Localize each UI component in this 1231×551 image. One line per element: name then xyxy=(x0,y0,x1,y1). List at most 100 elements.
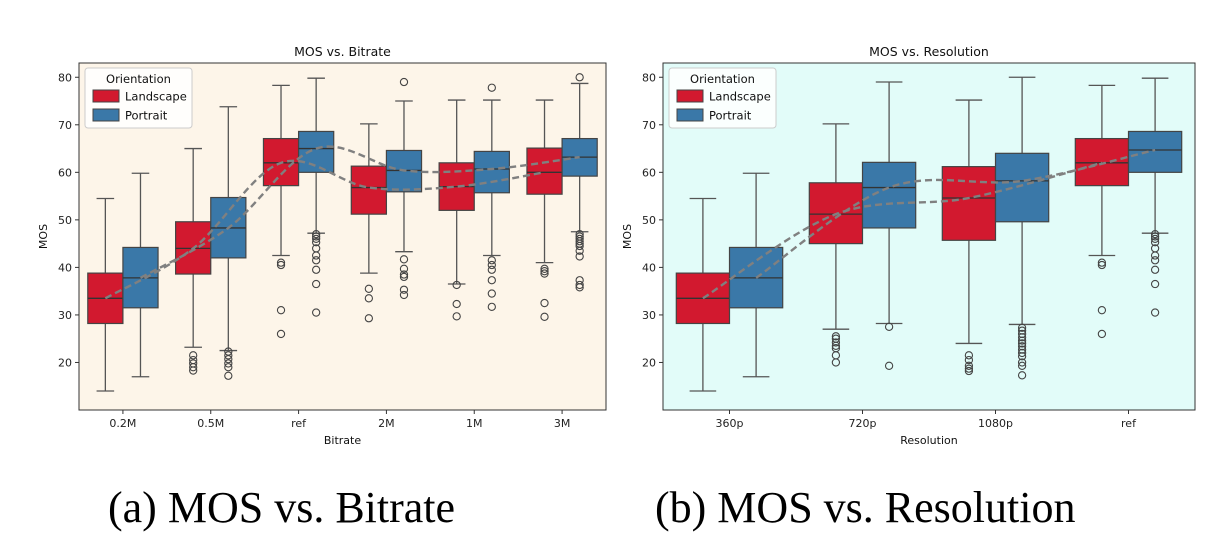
y-tick-label: 50 xyxy=(642,214,656,227)
outlier-point xyxy=(540,267,549,276)
plot-frame xyxy=(78,62,607,411)
chart-bitrate: MOS vs. Bitrate Bitrate MOS 20 30 40 50 60 70 80 0… xyxy=(37,44,607,447)
chart-title: MOS vs. Bitrate xyxy=(294,44,391,59)
outlier-point xyxy=(964,355,974,365)
outlier-point xyxy=(452,312,461,321)
y-tick-label: 40 xyxy=(642,261,656,274)
box-portrait-1080p xyxy=(994,76,1050,380)
outlier-point xyxy=(1017,323,1027,332)
box-landscape-ref xyxy=(1074,84,1130,339)
box-portrait-ref xyxy=(297,77,335,317)
outlier-point xyxy=(224,363,233,372)
x-tick-label: 720p xyxy=(849,417,877,430)
legend-label-landscape: Landscape xyxy=(709,90,771,104)
outlier-point xyxy=(575,283,584,292)
outlier-point xyxy=(224,354,233,364)
x-tick-label: 0.5M xyxy=(197,417,224,430)
outlier-point xyxy=(276,329,286,339)
outlier-point xyxy=(364,284,373,293)
chart-title: MOS vs. Resolution xyxy=(869,44,989,59)
outlier-point xyxy=(399,290,409,300)
outlier-point xyxy=(1097,260,1107,270)
box-portrait-360p xyxy=(728,172,784,378)
y-tick-label: 60 xyxy=(58,166,72,179)
outlier-point xyxy=(311,251,321,260)
box-landscape-3M xyxy=(526,99,563,321)
outlier-point xyxy=(964,361,974,370)
box-body xyxy=(1074,137,1130,187)
box-body xyxy=(350,165,388,215)
outlier-point xyxy=(487,289,496,298)
x-tick-label: 1M xyxy=(466,417,483,430)
legend-swatch-landscape xyxy=(92,89,120,103)
outlier-point xyxy=(884,361,894,370)
outlier-point xyxy=(831,332,841,341)
outlier-point xyxy=(364,294,373,303)
outlier-point xyxy=(1097,306,1107,315)
outlier-point xyxy=(276,258,286,267)
outlier-point xyxy=(399,264,409,273)
outlier-point xyxy=(540,269,549,278)
outlier-point xyxy=(1017,339,1027,348)
x-tick-label: 3M xyxy=(554,417,571,430)
x-tick-label: ref xyxy=(1121,417,1137,430)
outlier-point xyxy=(311,279,321,289)
outlier-point xyxy=(1150,256,1160,265)
outlier-point xyxy=(1150,265,1160,274)
outlier-point xyxy=(575,252,584,261)
outlier-point xyxy=(1097,258,1107,267)
box-body xyxy=(1127,130,1183,173)
outlier-point xyxy=(831,338,841,347)
x-axis-label: Resolution xyxy=(900,434,958,447)
outlier-point xyxy=(399,285,409,294)
outlier-point xyxy=(1150,251,1160,260)
box-portrait-ref xyxy=(1127,77,1183,317)
outlier-point xyxy=(575,246,584,255)
outlier-point xyxy=(452,280,461,290)
outlier-point xyxy=(1150,234,1160,244)
outlier-point xyxy=(575,241,584,251)
y-tick-label: 80 xyxy=(58,71,72,84)
box-body xyxy=(526,147,563,195)
outlier-point xyxy=(311,238,321,247)
outlier-point xyxy=(452,299,461,309)
x-axis-label: Bitrate xyxy=(324,434,361,447)
legend-title: Orientation xyxy=(106,72,171,86)
outlier-point xyxy=(189,351,198,360)
outlier-point xyxy=(1017,361,1027,370)
outlier-point xyxy=(487,265,496,274)
y-axis-label: MOS xyxy=(621,224,634,249)
outlier-point xyxy=(311,308,321,317)
outlier-point xyxy=(964,351,974,360)
x-tick-label: 0.2M xyxy=(109,417,136,430)
outlier-point xyxy=(311,229,321,239)
y-tick-label: 80 xyxy=(642,71,656,84)
y-tick-label: 30 xyxy=(642,309,656,322)
box-landscape-360p xyxy=(675,197,731,392)
box-body xyxy=(861,161,917,229)
box-body xyxy=(941,166,997,241)
outlier-point xyxy=(487,302,496,312)
outlier-point xyxy=(1150,229,1160,239)
outlier-point xyxy=(224,371,233,380)
caption-bitrate: (a) MOS vs. Bitrate xyxy=(108,483,456,532)
outlier-point xyxy=(399,270,409,279)
outlier-point xyxy=(575,237,584,246)
outlier-point xyxy=(311,256,321,265)
outlier-point xyxy=(311,232,321,241)
y-tick-label: 60 xyxy=(642,166,656,179)
outlier-point xyxy=(224,351,233,360)
y-tick-label: 70 xyxy=(642,119,656,132)
outlier-point xyxy=(399,77,409,87)
outlier-point xyxy=(1150,279,1160,289)
outlier-point xyxy=(399,255,409,264)
outlier-point xyxy=(964,364,974,373)
outlier-point xyxy=(575,280,584,290)
plot-frame xyxy=(662,62,1196,411)
outlier-point xyxy=(1150,232,1160,241)
y-tick-label: 30 xyxy=(58,309,72,322)
outlier-point xyxy=(311,265,321,274)
legend-swatch-landscape xyxy=(676,89,704,103)
legend: Orientation Landscape Portrait xyxy=(668,67,777,129)
